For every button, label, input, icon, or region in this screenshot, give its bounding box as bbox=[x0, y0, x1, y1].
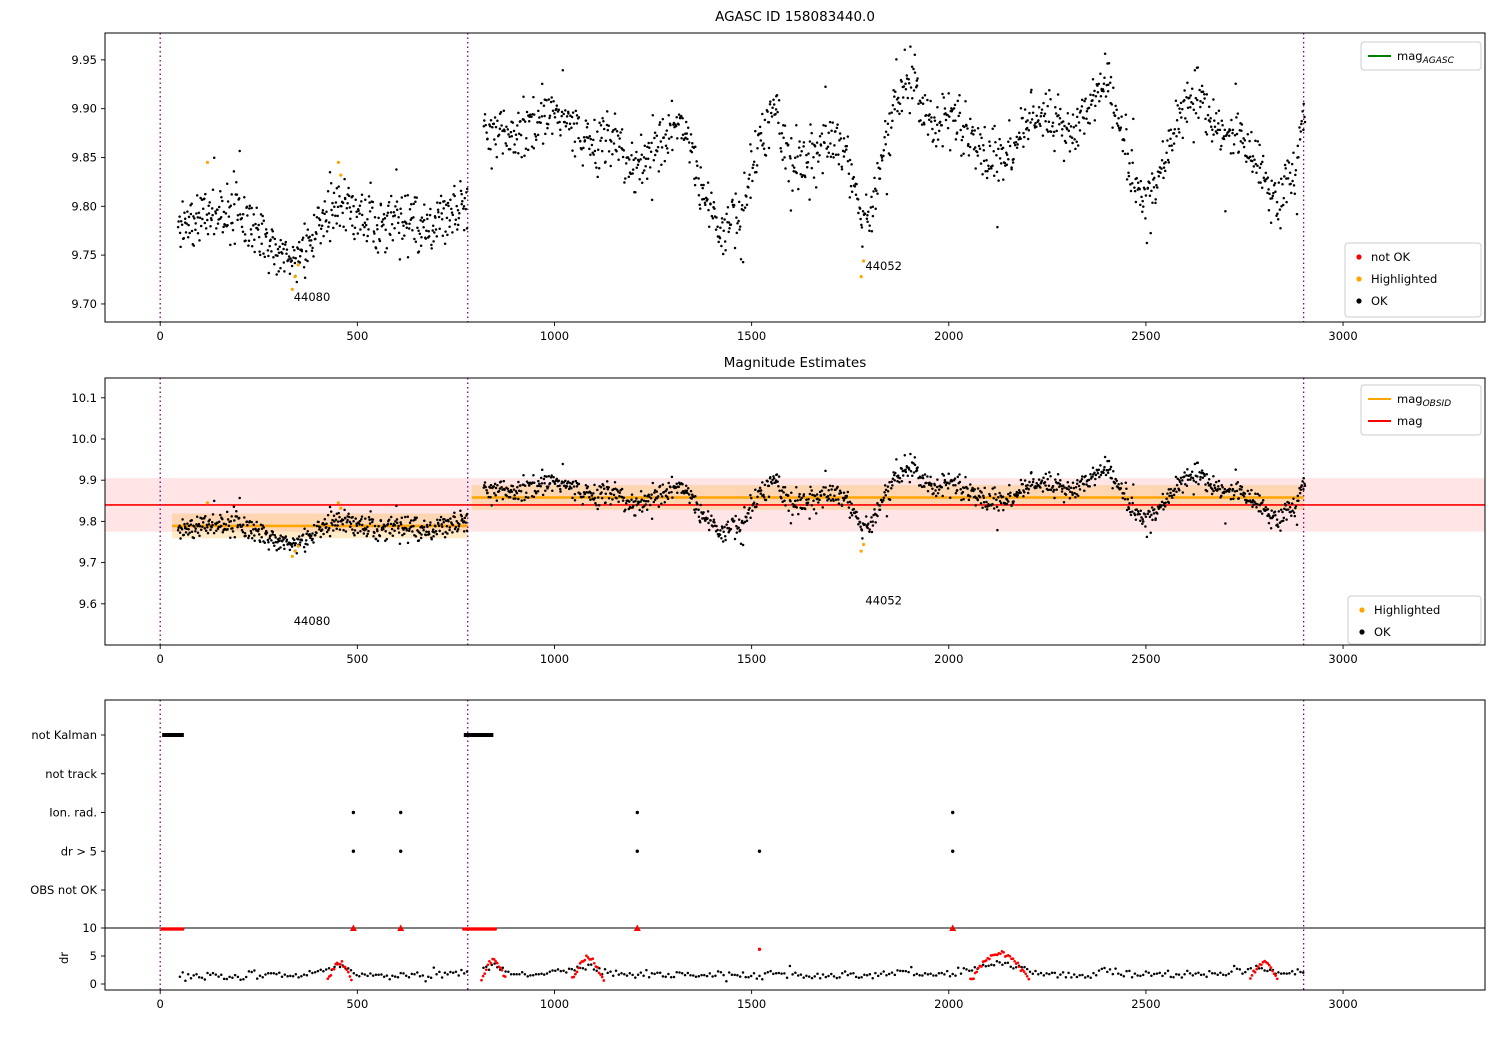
x-tick-label: 500 bbox=[346, 329, 368, 343]
panel-title: Magnitude Estimates bbox=[724, 355, 866, 371]
x-tick-label: 2500 bbox=[1131, 329, 1160, 343]
x-tick-label: 500 bbox=[346, 997, 368, 1011]
legend-dot-sample bbox=[1359, 607, 1365, 613]
legend-box bbox=[1344, 242, 1482, 318]
x-tick-label: 1500 bbox=[737, 652, 766, 666]
legend-dot-sample bbox=[1356, 276, 1362, 282]
x-tick-label: 0 bbox=[157, 652, 164, 666]
flag-dot-mark bbox=[635, 849, 639, 853]
flag-dot-mark bbox=[399, 810, 403, 815]
flag-dot-mark bbox=[951, 849, 955, 853]
dr-tick-label: 0 bbox=[90, 977, 97, 991]
legend-label: mag bbox=[1397, 414, 1423, 428]
y-tick-label: 9.85 bbox=[71, 150, 97, 164]
legend-top-right: magAGASC bbox=[1360, 41, 1482, 71]
y-tick-label: 9.95 bbox=[71, 53, 97, 67]
x-tick-label: 0 bbox=[157, 329, 164, 343]
flag-dot-mark bbox=[399, 849, 403, 853]
flag-dot-mark bbox=[951, 810, 955, 815]
panel-flags: not Kalman not track Ion. rad. dr > 5 OBS no… bbox=[30, 699, 1486, 1011]
x-tick-label: 1000 bbox=[540, 997, 569, 1011]
dr-axis-label: dr bbox=[57, 952, 71, 964]
y-tick-label: 9.6 bbox=[79, 597, 97, 611]
dr-clipped-triangle bbox=[949, 924, 957, 931]
x-tick-label: 1500 bbox=[737, 329, 766, 343]
x-tick-label: 1000 bbox=[540, 329, 569, 343]
legend-label: Highlighted bbox=[1371, 272, 1437, 286]
x-tick-label: 1500 bbox=[737, 997, 766, 1011]
legend-dot-sample bbox=[1356, 254, 1362, 260]
x-tick-label: 2500 bbox=[1131, 997, 1160, 1011]
panel-mag_estimates: 44080 44052 0 500 1000 1500 2000 2500 3000 9.6 9.7… bbox=[71, 355, 1486, 666]
flag-dot-mark bbox=[351, 849, 356, 853]
highlighted-points bbox=[205, 160, 866, 291]
x-tick-label: 2000 bbox=[934, 329, 963, 343]
legend-label: OK bbox=[1374, 625, 1391, 639]
y-tick-label: 9.90 bbox=[71, 102, 97, 116]
panel-title: AGASC ID 158083440.0 bbox=[715, 9, 875, 25]
dr-tick-label: 10 bbox=[82, 921, 97, 935]
x-tick-label: 2000 bbox=[934, 997, 963, 1011]
obsid-annotation: 44052 bbox=[865, 259, 902, 273]
obsid-annotation: 44080 bbox=[294, 290, 331, 304]
dr-clipped-triangle bbox=[397, 924, 405, 931]
x-tick-label: 1000 bbox=[540, 652, 569, 666]
dr-clipped-triangle bbox=[633, 924, 641, 931]
legend-label: magOBSID bbox=[1397, 392, 1451, 409]
legend-dot-sample bbox=[1359, 629, 1365, 635]
legend-label: OK bbox=[1371, 294, 1388, 308]
flag-dot-mark bbox=[635, 810, 639, 815]
dr-red-point bbox=[757, 947, 762, 951]
legend-box bbox=[1360, 41, 1482, 71]
legend-bottom-right: Highlighted OK bbox=[1347, 595, 1482, 645]
flag-row-label: Ion. rad. bbox=[49, 806, 97, 820]
flag-row-label: OBS not OK bbox=[30, 883, 97, 897]
flag-row-label: not track bbox=[45, 767, 97, 781]
highlighted-points bbox=[205, 501, 866, 559]
x-tick-label: 0 bbox=[157, 997, 164, 1011]
legend-label: not OK bbox=[1371, 250, 1411, 264]
panel-agasc_mag: 44080 44052 0 500 1000 1500 2000 2500 3000 9.70 9.… bbox=[71, 9, 1486, 343]
flag-row-label: dr > 5 bbox=[61, 844, 97, 858]
obsid-annotation: 44052 bbox=[865, 594, 902, 608]
x-tick-label: 3000 bbox=[1328, 652, 1357, 666]
dr-trace bbox=[178, 950, 1305, 983]
y-tick-label: 9.80 bbox=[71, 199, 97, 213]
ok-points bbox=[176, 45, 1307, 284]
legend-label: Highlighted bbox=[1374, 603, 1440, 617]
x-tick-label: 2000 bbox=[934, 652, 963, 666]
flag-dot-mark bbox=[757, 849, 762, 853]
dr-clipped-marks bbox=[160, 924, 957, 951]
y-tick-label: 9.7 bbox=[79, 556, 97, 570]
flag-dot-mark bbox=[351, 810, 356, 815]
axes-frame bbox=[104, 377, 1486, 646]
x-tick-label: 500 bbox=[346, 652, 368, 666]
axes-frame bbox=[104, 699, 1486, 991]
legend-label: magAGASC bbox=[1397, 49, 1455, 66]
flag-row-label: not Kalman bbox=[31, 728, 97, 742]
y-tick-label: 10.1 bbox=[71, 391, 97, 405]
y-tick-label: 9.8 bbox=[79, 514, 97, 528]
dr-tick-label: 5 bbox=[90, 949, 97, 963]
y-tick-label: 9.70 bbox=[71, 297, 97, 311]
legend-top-right: magOBSID mag bbox=[1360, 384, 1482, 436]
axes-frame bbox=[104, 32, 1486, 323]
y-tick-label: 10.0 bbox=[71, 432, 97, 446]
x-tick-label: 3000 bbox=[1328, 329, 1357, 343]
y-tick-label: 9.75 bbox=[71, 248, 97, 262]
legend-dot-sample bbox=[1356, 298, 1362, 304]
x-tick-label: 2500 bbox=[1131, 652, 1160, 666]
ok-points bbox=[176, 452, 1307, 555]
legend-bottom-right: not OK Highlighted OK bbox=[1344, 242, 1482, 318]
dr-clipped-triangle bbox=[349, 924, 357, 931]
legend-box bbox=[1360, 384, 1482, 436]
x-tick-label: 3000 bbox=[1328, 997, 1357, 1011]
obsid-annotation: 44080 bbox=[294, 614, 331, 628]
y-tick-label: 9.9 bbox=[79, 473, 97, 487]
legend-box bbox=[1347, 595, 1482, 645]
